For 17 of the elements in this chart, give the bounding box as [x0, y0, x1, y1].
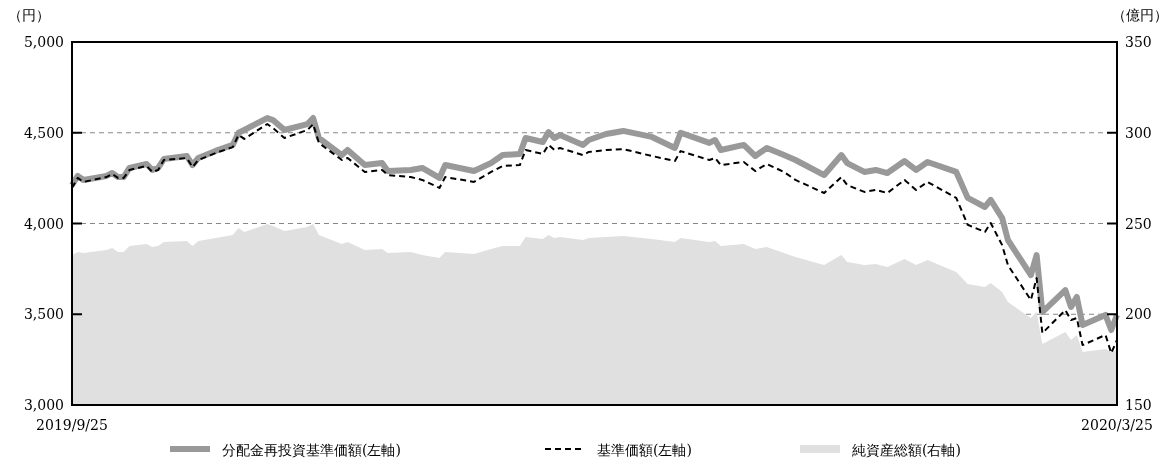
y-tick-label: 4,000	[23, 215, 64, 232]
y-tick-label: 3,000	[23, 397, 64, 413]
legend-label: 基準価額(左軸)	[597, 442, 692, 458]
y-axis-title: （円）	[8, 7, 50, 23]
y-tick-label: 4,500	[23, 124, 64, 141]
y2-axis-title: （億円）	[1112, 7, 1168, 23]
y2-tick-label: 350	[1125, 34, 1152, 50]
y2-tick-label: 300	[1125, 124, 1152, 141]
y2-tick-label: 250	[1125, 215, 1152, 232]
legend-label: 分配金再投資基準価額(左軸)	[222, 442, 401, 458]
legend-label: 純資産総額(右軸)	[852, 442, 961, 458]
y2-tick-label: 200	[1125, 306, 1152, 323]
x-tick-label: 2019/9/25	[36, 417, 108, 433]
y-tick-label: 5,000	[23, 34, 64, 50]
x-tick-label: 2020/3/25	[1081, 417, 1153, 433]
y-tick-label: 3,500	[23, 306, 64, 323]
y2-tick-label: 150	[1125, 397, 1152, 413]
